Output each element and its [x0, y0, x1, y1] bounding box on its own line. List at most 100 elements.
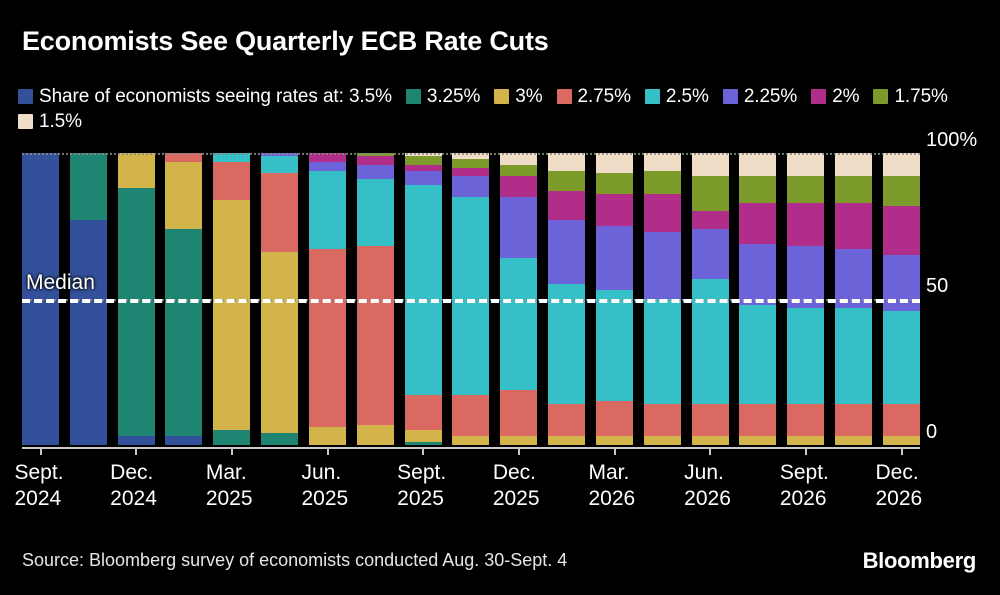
legend-swatch-icon [722, 89, 738, 104]
x-label-month: Sept. [397, 461, 447, 484]
y-axis-tick-label: 50 [926, 275, 949, 297]
stacked-bar[interactable] [595, 153, 633, 445]
bar-segment [643, 404, 681, 437]
stacked-bar[interactable] [787, 153, 825, 445]
x-axis-tick-label: Sept. 2025 [397, 460, 446, 512]
x-axis-tick-label: Mar. 2026 [589, 460, 636, 512]
bar-segment [548, 404, 586, 437]
x-label-month: Mar. [588, 461, 630, 484]
stacked-bar[interactable] [452, 153, 490, 445]
legend-swatch-icon [556, 89, 572, 104]
bar-segment [356, 246, 394, 425]
bar-segment [882, 176, 920, 206]
y-axis-tick-label: 100% [926, 129, 978, 151]
y-axis-tick-label: 0 [926, 421, 938, 443]
bar-segment [165, 436, 203, 445]
bar-segment [643, 231, 681, 300]
legend-item[interactable]: 1.75% [873, 84, 948, 109]
bar-segment [595, 436, 633, 445]
bar-segment [548, 191, 586, 221]
stacked-bar[interactable] [835, 153, 873, 445]
bar-segment [739, 243, 777, 305]
x-axis-tick-label: Sept. 2024 [15, 460, 64, 512]
legend-item[interactable]: 3.25% [405, 84, 481, 109]
bar-segment [500, 258, 538, 390]
bar-segment [500, 389, 538, 437]
legend-swatch-icon [873, 89, 889, 104]
x-axis-tick-mark [517, 447, 520, 455]
legend-item[interactable]: 2.25% [722, 84, 798, 109]
bar-segment [739, 153, 777, 177]
legend-item-label: 1.75% [894, 86, 948, 107]
bar-segment [787, 436, 825, 445]
bar-segment [308, 153, 346, 162]
bar-segment [691, 278, 729, 405]
stacked-bar[interactable] [69, 153, 107, 445]
bar-segment [835, 404, 873, 437]
x-axis-line [22, 447, 920, 449]
bar-segment [882, 404, 920, 437]
legend-item-label: Share of economists seeing rates at: 3.5… [39, 86, 392, 107]
legend-item-label: 3.25% [426, 86, 481, 107]
bar-segment [452, 176, 490, 197]
bloomberg-logo: Bloomberg [862, 548, 977, 573]
stacked-bar[interactable] [739, 153, 777, 445]
bar-segment [882, 205, 920, 256]
bar-segment [356, 164, 394, 180]
bar-segment [595, 401, 633, 437]
legend-item[interactable]: 1.5% [18, 109, 82, 134]
legend-item[interactable]: Share of economists seeing rates at: 3.5… [18, 84, 392, 109]
bar-segment [308, 249, 346, 428]
x-axis-tick-mark [422, 447, 425, 455]
plot-area: Median [22, 153, 920, 445]
bar-segment [691, 404, 729, 437]
x-axis-labels: Sept. 2024 Dec. 2024 Mar. 2025 Jun. 2025 Sept. 20… [15, 460, 923, 518]
legend-item-label: 2% [832, 86, 860, 107]
bar-segment [117, 188, 155, 437]
x-label-year: 2025 [397, 487, 444, 510]
x-axis-tick-mark [135, 447, 138, 455]
legend-item[interactable]: 2.75% [556, 84, 631, 109]
bar-segment [404, 164, 442, 171]
x-axis-tick-label: Mar. 2025 [206, 460, 253, 512]
bar-segment [356, 155, 394, 165]
bar-segment [308, 170, 346, 250]
legend-item-label: 3% [515, 86, 543, 107]
x-label-year: 2026 [779, 487, 827, 510]
x-label-year: 2025 [492, 487, 540, 510]
stacked-bar[interactable] [165, 153, 203, 445]
bar-segment [882, 310, 920, 405]
bar-segment [213, 161, 251, 200]
stacked-bar[interactable] [500, 153, 538, 445]
legend-item[interactable]: 3% [494, 84, 543, 109]
legend-item[interactable]: 2% [811, 84, 860, 109]
bar-segment [213, 153, 251, 162]
bar-segment [452, 167, 490, 177]
stacked-bar[interactable] [213, 153, 251, 445]
legend-swatch-icon [644, 89, 660, 104]
bar-segment [787, 176, 825, 203]
stacked-bar[interactable] [548, 153, 586, 445]
stacked-bar[interactable] [882, 153, 920, 445]
stacked-bar[interactable] [308, 153, 346, 445]
x-axis-tick-mark [804, 447, 807, 455]
page-title: Economists See Quarterly ECB Rate Cuts [22, 26, 549, 56]
x-axis-tick-mark [709, 447, 712, 455]
bar-segment [261, 155, 299, 174]
bar-segment [261, 433, 299, 445]
stacked-bar[interactable] [404, 153, 442, 445]
bar-segment [595, 193, 633, 227]
bar-segment [117, 436, 155, 445]
bar-segment [548, 153, 586, 171]
bar-segment [500, 176, 538, 197]
bar-segment [452, 436, 490, 445]
legend-item-label: 2.25% [743, 86, 798, 107]
bar-segment [691, 153, 729, 177]
x-axis-tick-label: Sept. 2026 [780, 460, 829, 512]
bar-segment [213, 430, 251, 445]
chart-legend: Share of economists seeing rates at: 3.5… [18, 84, 978, 134]
legend-item[interactable]: 2.5% [644, 84, 709, 109]
stacked-bar[interactable] [117, 153, 155, 445]
stacked-bar[interactable] [643, 153, 681, 445]
bar-segment [882, 153, 920, 177]
